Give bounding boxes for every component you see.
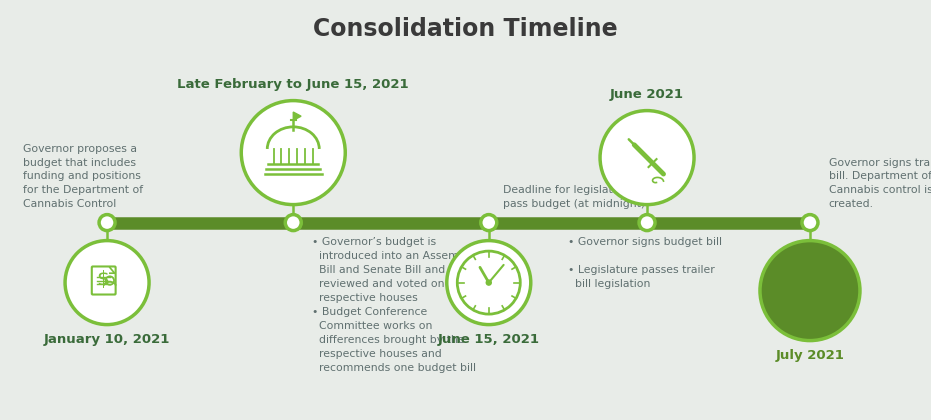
Circle shape [480,215,497,231]
Circle shape [447,241,531,325]
Circle shape [802,215,818,231]
Text: Deadline for legislature to
pass budget (at midnight): Deadline for legislature to pass budget … [503,185,645,209]
Text: $: $ [96,270,109,289]
Polygon shape [806,267,835,284]
Circle shape [639,215,655,231]
Text: January 10, 2021: January 10, 2021 [44,333,170,346]
Circle shape [486,280,492,285]
FancyBboxPatch shape [791,299,829,306]
Text: July 2021: July 2021 [776,349,844,362]
Text: Consolidation Timeline: Consolidation Timeline [313,17,618,41]
Circle shape [760,241,860,341]
Bar [791,299,829,306]
Circle shape [65,241,149,325]
Circle shape [99,215,115,231]
Text: • Governor signs budget bill

• Legislature passes trailer
  bill legislation: • Governor signs budget bill • Legislatu… [568,236,722,289]
Text: • Governor’s budget is
  introduced into an Assembly
  Bill and Senate Bill and : • Governor’s budget is introduced into a… [312,236,482,373]
Circle shape [600,110,694,205]
Text: Governor signs trailer
bill. Department of
Cannabis control is
created.: Governor signs trailer bill. Department … [829,158,931,209]
Text: Late February to June 15, 2021: Late February to June 15, 2021 [178,78,409,91]
Text: June 2021: June 2021 [610,88,684,101]
FancyBboxPatch shape [92,266,115,294]
Text: Governor proposes a
budget that includes
funding and positions
for the Departmen: Governor proposes a budget that includes… [23,144,143,209]
Polygon shape [293,112,301,121]
Text: June 15, 2021: June 15, 2021 [438,333,540,346]
Circle shape [241,101,345,205]
Bar [789,312,831,320]
Circle shape [285,215,302,231]
FancyBboxPatch shape [795,306,825,312]
Bar [795,306,825,312]
FancyBboxPatch shape [789,312,831,320]
